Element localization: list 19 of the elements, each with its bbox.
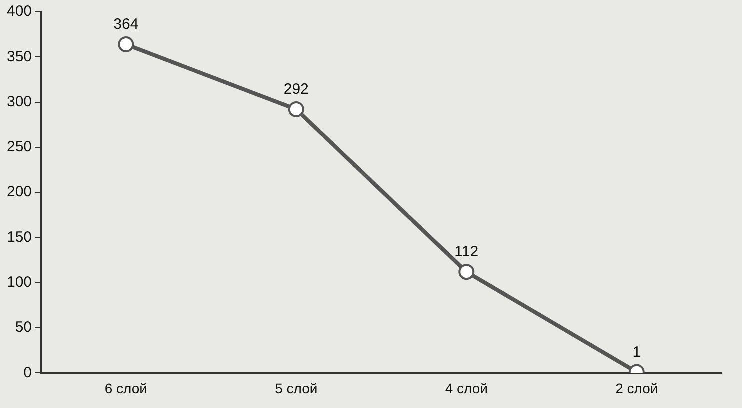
y-tick-label: 350	[6, 48, 32, 66]
y-tick-label: 400	[6, 3, 32, 20]
data-label: 292	[284, 81, 309, 98]
y-tick-label: 50	[15, 319, 32, 336]
data-label: 112	[454, 244, 479, 261]
y-tick-label: 300	[6, 93, 32, 110]
x-tick-label: 5 слой	[275, 380, 318, 396]
data-label: 1	[632, 344, 642, 361]
point	[288, 102, 304, 118]
x-tick-label: 4 слой	[445, 380, 488, 396]
x-tick-label: 2 слой	[616, 380, 658, 396]
y-tick-label: 0	[24, 364, 32, 382]
y-tick-label: 250	[6, 138, 32, 156]
y-tick-label: 100	[6, 274, 32, 292]
y-tick-label: 200	[6, 184, 32, 201]
data-label: 364	[114, 16, 139, 34]
x-tick-label: 6 слой	[104, 380, 148, 396]
point	[118, 36, 134, 53]
y-tick-label: 150	[6, 228, 32, 246]
